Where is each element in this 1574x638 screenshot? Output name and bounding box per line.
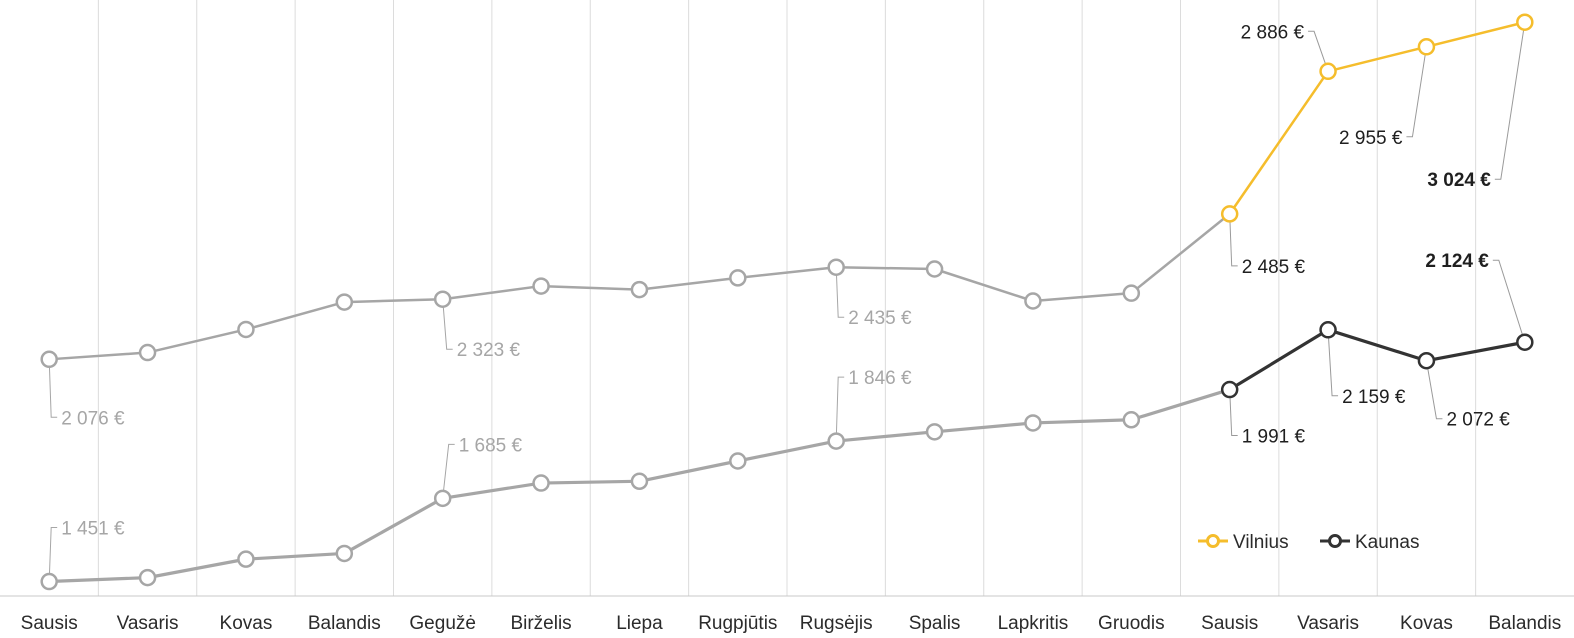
- data-point-kaunas: [1319, 321, 1337, 339]
- data-labels: 2 076 € 2 323 € 2 435 € 2 485 € 2 886 € 2 955…: [61, 22, 1510, 539]
- legend-marker-kaunas: [1328, 534, 1342, 548]
- data-point-kaunas: [729, 452, 747, 470]
- data-point-vilnius: [729, 269, 747, 287]
- data-point-vilnius: [1417, 38, 1436, 56]
- data-label-leader: [442, 443, 455, 499]
- data-label-leader: [1425, 360, 1443, 420]
- x-tick-label: Sausis: [1201, 613, 1258, 634]
- data-point-vilnius: [827, 258, 845, 276]
- x-tick-label: Sausis: [21, 613, 78, 634]
- data-point-vilnius: [630, 280, 649, 299]
- data-label-vilnius: 2 485 €: [1242, 257, 1306, 278]
- data-point-kaunas: [1516, 333, 1534, 351]
- data-label-leader: [1327, 329, 1339, 397]
- data-point-kaunas: [1417, 351, 1436, 370]
- x-tick-label: Vasaris: [1297, 613, 1359, 634]
- data-label-leader: [442, 299, 453, 350]
- data-label-kaunas: 2 124 €: [1425, 251, 1489, 272]
- data-label-leader: [48, 359, 58, 418]
- data-point-kaunas: [138, 568, 157, 587]
- data-points: [40, 13, 1534, 591]
- data-label-vilnius: 2 886 €: [1241, 22, 1305, 43]
- data-label-leader: [1494, 22, 1526, 180]
- data-label-kaunas: 1 451 €: [61, 519, 125, 540]
- data-point-kaunas: [237, 550, 255, 568]
- data-label-leader: [1229, 213, 1238, 267]
- gridlines: [97, 0, 1477, 596]
- legend: Vilnius Kaunas: [1198, 532, 1419, 553]
- data-label-leader: [835, 267, 845, 318]
- data-point-kaunas: [1024, 414, 1042, 432]
- legend-item-vilnius[interactable]: Vilnius: [1198, 532, 1289, 553]
- data-point-vilnius: [138, 343, 157, 362]
- data-point-vilnius: [1220, 205, 1239, 223]
- data-point-kaunas: [630, 472, 649, 491]
- data-label-vilnius: 2 323 €: [457, 340, 521, 361]
- series-line-kaunas-recent: [1228, 328, 1526, 391]
- data-label-leader: [48, 527, 58, 582]
- data-point-kaunas: [1122, 411, 1141, 429]
- data-point-vilnius: [1516, 13, 1534, 31]
- data-point-vilnius: [40, 350, 58, 369]
- data-point-vilnius: [433, 290, 452, 308]
- x-tick-label: Gruodis: [1098, 613, 1165, 634]
- data-point-kaunas: [335, 544, 354, 563]
- data-label-kaunas: 1 685 €: [459, 435, 523, 456]
- x-tick-label: Vasaris: [117, 613, 179, 634]
- data-label-kaunas: 1 991 €: [1242, 427, 1306, 448]
- data-label-leader: [1406, 46, 1427, 138]
- data-label-kaunas: 2 072 €: [1446, 410, 1510, 431]
- data-point-kaunas: [1220, 380, 1239, 399]
- data-label-leader: [835, 376, 845, 442]
- data-label-vilnius: 2 955 €: [1339, 128, 1403, 149]
- data-label-leader: [1229, 389, 1238, 437]
- data-point-vilnius: [1122, 284, 1141, 302]
- x-tick-label: Rugsėjis: [800, 613, 873, 634]
- legend-label-vilnius: Vilnius: [1233, 532, 1289, 553]
- x-tick-label: Birželis: [510, 613, 571, 634]
- legend-label-kaunas: Kaunas: [1355, 532, 1419, 553]
- x-tick-label: Rugpjūtis: [698, 613, 777, 634]
- data-label-vilnius: 2 076 €: [61, 408, 125, 429]
- data-point-kaunas: [433, 489, 452, 508]
- data-label-leaders: [48, 22, 1526, 582]
- data-label-vilnius: 2 435 €: [848, 308, 912, 329]
- legend-item-kaunas[interactable]: Kaunas: [1320, 532, 1419, 553]
- data-label-leader: [1492, 259, 1526, 343]
- data-point-vilnius: [335, 293, 354, 311]
- x-axis-tick-labels: Sausis Vasaris Kovas Balandis Gegužė Birželis…: [21, 613, 1562, 634]
- x-tick-label: Lapkritis: [998, 613, 1069, 634]
- data-label-leader: [1308, 30, 1329, 72]
- series-line-vilnius-recent: [1228, 21, 1526, 215]
- data-point-vilnius: [1024, 292, 1042, 310]
- data-label-kaunas: 1 846 €: [848, 368, 912, 389]
- data-point-vilnius: [532, 277, 550, 295]
- data-label-kaunas: 2 159 €: [1342, 387, 1406, 408]
- data-point-kaunas: [532, 474, 550, 492]
- x-tick-label: Liepa: [616, 613, 663, 634]
- data-point-vilnius: [925, 260, 944, 278]
- x-tick-label: Gegužė: [409, 613, 476, 634]
- data-label-vilnius: 3 024 €: [1427, 170, 1491, 191]
- data-point-vilnius: [237, 320, 255, 339]
- x-tick-label: Balandis: [308, 613, 381, 634]
- data-point-vilnius: [1319, 62, 1337, 81]
- x-tick-label: Kovas: [1400, 613, 1453, 634]
- data-point-kaunas: [925, 423, 944, 441]
- x-tick-label: Balandis: [1488, 613, 1561, 634]
- data-point-kaunas: [40, 572, 58, 591]
- x-tick-label: Spalis: [909, 613, 961, 634]
- data-point-kaunas: [827, 432, 845, 450]
- x-tick-label: Kovas: [220, 613, 273, 634]
- legend-marker-vilnius: [1206, 534, 1220, 548]
